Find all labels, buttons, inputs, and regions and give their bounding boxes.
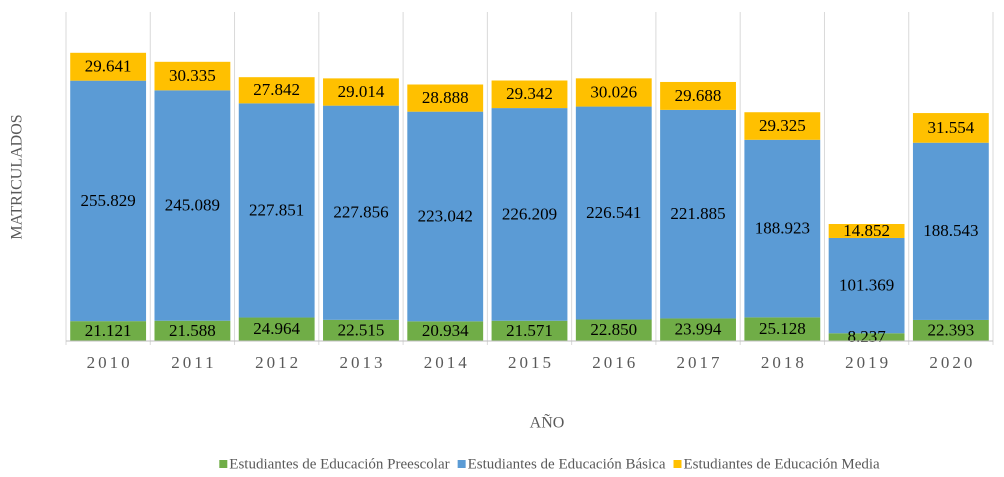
data-label: 22.393 <box>927 320 974 339</box>
bar-segment <box>323 319 399 341</box>
legend-label: Estudiantes de Educación Preescolar <box>229 456 449 472</box>
data-label: 30.335 <box>169 66 216 85</box>
legend-swatch <box>219 460 228 468</box>
x-tick-label: 2011 <box>171 353 216 372</box>
bar-segment <box>323 78 399 106</box>
x-tick-label: 2019 <box>845 353 891 372</box>
data-label: 188.923 <box>755 218 810 237</box>
x-tick-label: 2020 <box>929 353 975 372</box>
bar-segment <box>912 142 989 320</box>
data-label: 29.641 <box>85 57 132 76</box>
data-label: 226.209 <box>502 204 557 223</box>
x-tick-label: 2010 <box>87 353 133 372</box>
y-axis-title: MATRICULADOS <box>9 114 26 239</box>
data-label: 22.515 <box>338 320 385 339</box>
bar-segment <box>323 105 399 320</box>
bar-segment <box>70 52 147 81</box>
data-label: 221.885 <box>670 204 725 223</box>
data-label: 31.554 <box>927 118 974 137</box>
bar-segment <box>154 90 231 321</box>
x-tick-label: 2016 <box>592 353 638 372</box>
data-label: 21.121 <box>85 321 132 340</box>
bar-segment <box>491 108 568 321</box>
data-label: 227.851 <box>249 200 304 219</box>
bar-segment <box>70 321 147 341</box>
data-label: 29.688 <box>675 86 722 105</box>
bar-segment <box>828 224 905 238</box>
bar-segment <box>70 80 147 322</box>
bar-segment <box>407 84 484 112</box>
bar-segment <box>407 111 484 322</box>
bar-segment <box>660 81 736 110</box>
legend-swatch <box>673 460 682 468</box>
bar-segment <box>660 109 736 319</box>
bar-segment <box>660 318 736 341</box>
data-label: 29.014 <box>338 82 385 101</box>
x-tick-label: 2014 <box>424 353 470 372</box>
bar-segment <box>575 78 652 107</box>
bar-segment <box>744 112 821 140</box>
data-label: 21.571 <box>506 321 553 340</box>
x-tick-label: 2012 <box>255 353 301 372</box>
data-label: 245.089 <box>165 195 220 214</box>
data-label: 23.994 <box>675 320 722 339</box>
legend-swatch <box>457 460 466 468</box>
bar-segment <box>912 319 989 341</box>
data-label: 227.856 <box>333 203 388 222</box>
data-label: 14.852 <box>843 221 890 240</box>
bar-segment <box>238 103 315 318</box>
data-label: 101.369 <box>839 276 894 295</box>
data-label: 24.964 <box>253 319 300 338</box>
x-tick-label: 2018 <box>761 353 807 372</box>
x-tick-label: 2015 <box>508 353 554 372</box>
data-label: 28.888 <box>422 88 469 107</box>
bar-segment <box>744 317 821 341</box>
bar-segment <box>154 61 231 91</box>
bar-segment <box>828 333 905 341</box>
data-label: 30.026 <box>590 82 637 101</box>
data-label: 255.829 <box>81 191 136 210</box>
bar-segment <box>912 113 989 143</box>
data-label: 29.325 <box>759 116 806 135</box>
bar-segment <box>238 317 315 341</box>
x-tick-label: 2017 <box>677 353 723 372</box>
data-label: 22.850 <box>590 320 637 339</box>
data-label: 223.042 <box>418 206 473 225</box>
bar-segment <box>238 77 315 104</box>
bar-segment <box>828 237 905 334</box>
data-label: 188.543 <box>923 221 978 240</box>
bar-segment <box>154 320 231 341</box>
legend-label: Estudiantes de Educación Media <box>684 456 881 472</box>
data-label: 27.842 <box>253 80 300 99</box>
data-label: 25.128 <box>759 319 806 338</box>
bar-segment <box>407 321 484 341</box>
x-tick-label: 2013 <box>339 353 385 372</box>
bar-segment <box>575 106 652 320</box>
bar-segment <box>491 80 568 109</box>
data-label: 20.934 <box>422 321 469 340</box>
legend-label: Estudiantes de Educación Básica <box>468 456 666 472</box>
data-label: 29.342 <box>506 84 553 103</box>
bar-segment <box>491 320 568 341</box>
data-label: 21.588 <box>169 321 216 340</box>
bar-segment <box>744 139 821 318</box>
data-label: 8.237 <box>847 327 886 346</box>
data-label: 226.541 <box>586 203 641 222</box>
bar-segment <box>575 319 652 341</box>
x-axis-title: AÑO <box>530 414 565 432</box>
